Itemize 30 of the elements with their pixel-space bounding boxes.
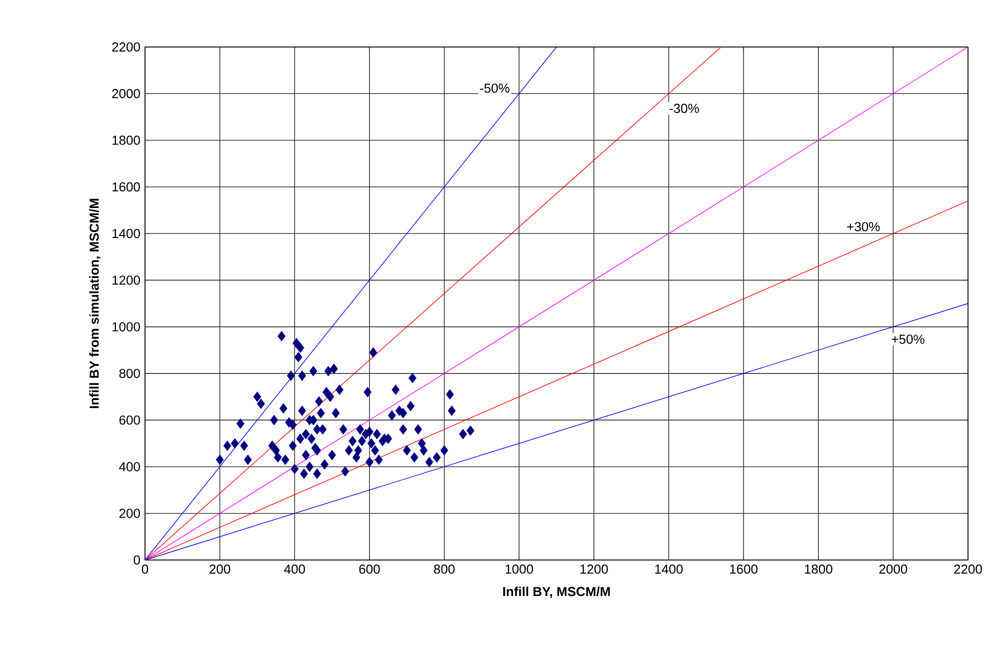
x-tick-label: 1200 bbox=[580, 564, 608, 574]
x-tick-label: 1400 bbox=[655, 564, 683, 574]
y-tick-label: 1200 bbox=[112, 276, 140, 285]
y-tick-label: 800 bbox=[119, 368, 140, 378]
y-tick-label: 600 bbox=[119, 415, 140, 425]
series-label: -50% bbox=[480, 84, 510, 93]
x-tick-label: 800 bbox=[434, 564, 455, 574]
x-tick-label: 1800 bbox=[804, 564, 832, 574]
x-tick-label: 600 bbox=[359, 564, 380, 574]
series-label: +50% bbox=[892, 334, 924, 344]
y-tick-label: 1400 bbox=[112, 228, 140, 238]
x-tick-label: 1600 bbox=[730, 564, 758, 574]
x-tick-label: 1000 bbox=[506, 564, 534, 574]
x-tick-label: 2200 bbox=[954, 564, 982, 574]
y-tick-label: 2200 bbox=[112, 42, 140, 52]
x-tick-label: 400 bbox=[284, 564, 305, 574]
x-tick-label: 0 bbox=[142, 564, 148, 574]
y-tick-label: 200 bbox=[119, 508, 140, 518]
series-label: +30% bbox=[847, 222, 880, 232]
y-axis-title: Infill BY from simulation, MSCM/M bbox=[89, 198, 101, 408]
series-label: -30% bbox=[670, 104, 699, 113]
y-tick-label: 1800 bbox=[112, 136, 140, 145]
y-tick-label: 1000 bbox=[112, 322, 140, 332]
y-tick-label: 2000 bbox=[112, 89, 140, 98]
x-axis-title: Infill BY, MSCM/M bbox=[503, 586, 610, 598]
y-tick-label: 1600 bbox=[112, 182, 140, 192]
y-tick-label: 400 bbox=[119, 462, 140, 472]
y-tick-label: 0 bbox=[134, 555, 140, 565]
x-tick-label: 2000 bbox=[879, 564, 908, 574]
x-tick-label: 200 bbox=[210, 564, 230, 574]
